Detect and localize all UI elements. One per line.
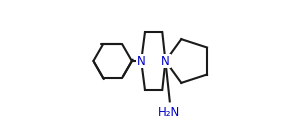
- Text: N: N: [137, 54, 146, 68]
- Text: N: N: [161, 54, 170, 68]
- Text: H₂N: H₂N: [158, 106, 180, 119]
